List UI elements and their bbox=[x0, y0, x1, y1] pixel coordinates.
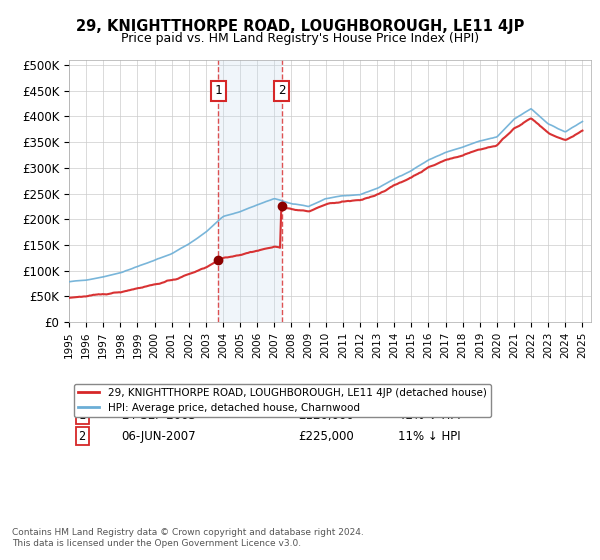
Text: 11% ↓ HPI: 11% ↓ HPI bbox=[398, 430, 460, 442]
Text: 29, KNIGHTTHORPE ROAD, LOUGHBOROUGH, LE11 4JP: 29, KNIGHTTHORPE ROAD, LOUGHBOROUGH, LE1… bbox=[76, 19, 524, 34]
Text: 06-JUN-2007: 06-JUN-2007 bbox=[121, 430, 196, 442]
Text: £225,000: £225,000 bbox=[299, 430, 355, 442]
Text: 24-SEP-2003: 24-SEP-2003 bbox=[121, 409, 196, 422]
Text: Price paid vs. HM Land Registry's House Price Index (HPI): Price paid vs. HM Land Registry's House … bbox=[121, 32, 479, 45]
Legend: 29, KNIGHTTHORPE ROAD, LOUGHBOROUGH, LE11 4JP (detached house), HPI: Average pri: 29, KNIGHTTHORPE ROAD, LOUGHBOROUGH, LE1… bbox=[74, 384, 491, 417]
Text: 42% ↓ HPI: 42% ↓ HPI bbox=[398, 409, 460, 422]
Text: Contains HM Land Registry data © Crown copyright and database right 2024.
This d: Contains HM Land Registry data © Crown c… bbox=[12, 528, 364, 548]
Text: 1: 1 bbox=[79, 409, 86, 422]
Text: 1: 1 bbox=[215, 84, 222, 97]
Text: 2: 2 bbox=[278, 84, 286, 97]
Text: 2: 2 bbox=[79, 430, 86, 442]
Text: £120,000: £120,000 bbox=[299, 409, 355, 422]
Bar bbox=[218, 60, 282, 322]
